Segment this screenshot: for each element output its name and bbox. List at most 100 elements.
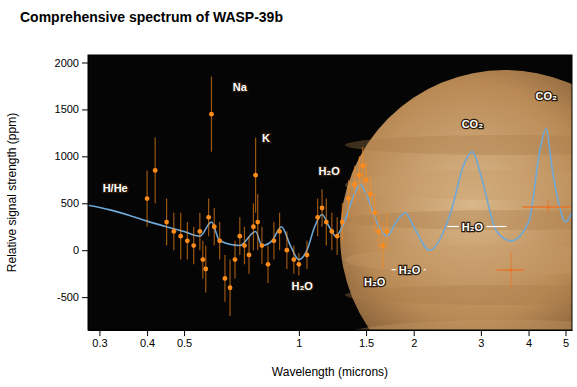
data-point — [376, 229, 381, 234]
data-point — [206, 215, 211, 220]
data-point — [277, 229, 282, 234]
data-point — [352, 182, 357, 187]
data-point — [197, 229, 202, 234]
range-line — [392, 269, 396, 270]
planet — [340, 70, 572, 330]
model-line — [88, 128, 572, 259]
x-axis-title: Wavelength (microns) — [272, 365, 388, 379]
x-tick-mark — [184, 330, 185, 336]
annotation-label: H₂O — [318, 165, 340, 177]
x-tick-label: 4 — [526, 337, 532, 349]
x-tick-mark — [366, 330, 367, 336]
data-point — [509, 268, 513, 272]
data-point — [546, 205, 550, 209]
data-point — [228, 285, 233, 290]
planet-band — [345, 320, 572, 330]
data-point — [260, 243, 265, 248]
x-tick-mark — [99, 330, 100, 336]
data-point — [223, 276, 228, 281]
planet-band — [345, 135, 572, 155]
data-points — [497, 200, 571, 289]
x-axis: 0.3 0.4 0.5 1 1.5 2 3 4 5 — [89, 330, 573, 349]
data-point — [255, 220, 260, 225]
x-tick: 1.5 — [359, 330, 374, 349]
x-tick-mark — [414, 330, 415, 336]
x-tick-mark — [481, 330, 482, 336]
data-point — [364, 177, 369, 182]
x-tick-mark — [299, 330, 300, 336]
y-tick-label: -500 — [57, 291, 79, 303]
data-point — [346, 196, 351, 201]
y-tick-mark — [82, 203, 88, 204]
data-point — [233, 257, 238, 262]
data-point — [315, 215, 320, 220]
data-point — [296, 262, 301, 267]
data-point — [380, 243, 385, 248]
data-point — [305, 253, 310, 258]
x-tick: 0.4 — [140, 330, 155, 349]
data-point — [237, 234, 242, 239]
annotation-label: H₂O — [364, 276, 386, 288]
annotation-label: H/He — [103, 182, 128, 194]
data-point — [253, 173, 258, 178]
annotation-label: CO₂ — [462, 118, 484, 130]
range-line — [424, 269, 426, 270]
x-tick: 3 — [478, 330, 484, 349]
y-tick: 500 — [61, 197, 88, 209]
y-tick: 1000 — [55, 150, 88, 162]
y-tick-label: 0 — [73, 244, 79, 256]
data-point — [368, 192, 373, 197]
data-point — [266, 262, 271, 267]
range-line — [487, 226, 507, 227]
data-point — [191, 243, 196, 248]
y-tick-mark — [82, 63, 88, 64]
data-point — [320, 206, 325, 211]
data-point — [242, 243, 247, 248]
data-point — [357, 173, 362, 178]
data-points — [145, 77, 389, 316]
x-tick-label: 2 — [411, 337, 417, 349]
plot-frame — [88, 55, 572, 330]
annotation-label: H₂O — [399, 264, 421, 276]
y-tick: -500 — [57, 291, 88, 303]
data-point — [360, 163, 365, 168]
x-tick-label: 0.3 — [92, 337, 107, 349]
chart: 0.3 0.4 0.5 1 1.5 2 3 4 5 -500 0 500 1000 1500 2000 H/H… — [0, 0, 577, 387]
data-point — [340, 220, 345, 225]
data-point — [153, 168, 158, 173]
x-tick-label: 1 — [296, 337, 302, 349]
planet-band — [345, 285, 572, 305]
data-point — [217, 238, 222, 243]
data-point — [164, 220, 169, 225]
data-point — [171, 229, 176, 234]
x-tick-mark — [566, 330, 567, 336]
x-tick-mark — [529, 330, 530, 336]
y-axis-title: Relative signal strength (ppm) — [5, 113, 19, 272]
x-tick-label: 1.5 — [359, 337, 374, 349]
data-point — [200, 257, 205, 262]
annotation-label: CO₂ — [536, 90, 558, 102]
y-tick-mark — [82, 156, 88, 157]
x-tick: 5 — [563, 330, 569, 349]
data-point — [271, 238, 276, 243]
y-tick-label: 2000 — [55, 57, 79, 69]
x-tick-label: 5 — [563, 337, 569, 349]
data-point — [251, 224, 256, 229]
y-tick-label: 1500 — [55, 103, 79, 115]
x-tick-label: 3 — [478, 337, 484, 349]
x-tick-label: 0.4 — [140, 337, 155, 349]
range-line — [447, 226, 458, 227]
x-tick-label: 0.5 — [177, 337, 192, 349]
data-point — [335, 234, 340, 239]
annotation-label: K — [262, 132, 270, 144]
data-point — [284, 248, 289, 253]
y-tick-mark — [82, 297, 88, 298]
data-point — [329, 229, 334, 234]
y-tick-mark — [82, 250, 88, 251]
data-point — [384, 229, 389, 234]
annotation-label: H₂O — [291, 280, 313, 292]
y-tick: 1500 — [55, 103, 88, 115]
data-point — [178, 234, 183, 239]
data-point — [212, 224, 217, 229]
x-tick-mark — [147, 330, 148, 336]
